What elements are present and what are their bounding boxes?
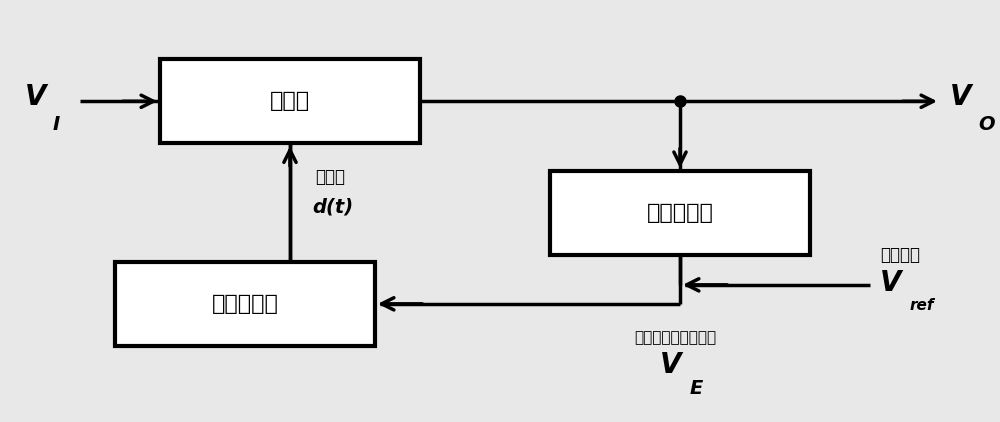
- Text: 误差放大器输出电压: 误差放大器输出电压: [634, 330, 716, 345]
- Bar: [160, 59, 420, 143]
- Text: V: V: [25, 83, 46, 111]
- Text: 占空比: 占空比: [315, 168, 345, 186]
- Text: 误差放大器: 误差放大器: [647, 203, 713, 223]
- Text: d(t): d(t): [312, 197, 353, 216]
- Text: V: V: [950, 83, 972, 111]
- Bar: [115, 262, 375, 346]
- Text: I: I: [53, 115, 60, 134]
- Text: 功率级: 功率级: [270, 91, 310, 111]
- Text: ref: ref: [910, 298, 934, 314]
- Text: V: V: [880, 269, 902, 297]
- Text: E: E: [690, 379, 703, 398]
- Text: 脉宽调制器: 脉宽调制器: [212, 294, 278, 314]
- Text: 参考电压: 参考电压: [880, 246, 920, 264]
- Bar: [550, 171, 810, 255]
- Text: V: V: [660, 351, 682, 379]
- Text: O: O: [978, 115, 995, 134]
